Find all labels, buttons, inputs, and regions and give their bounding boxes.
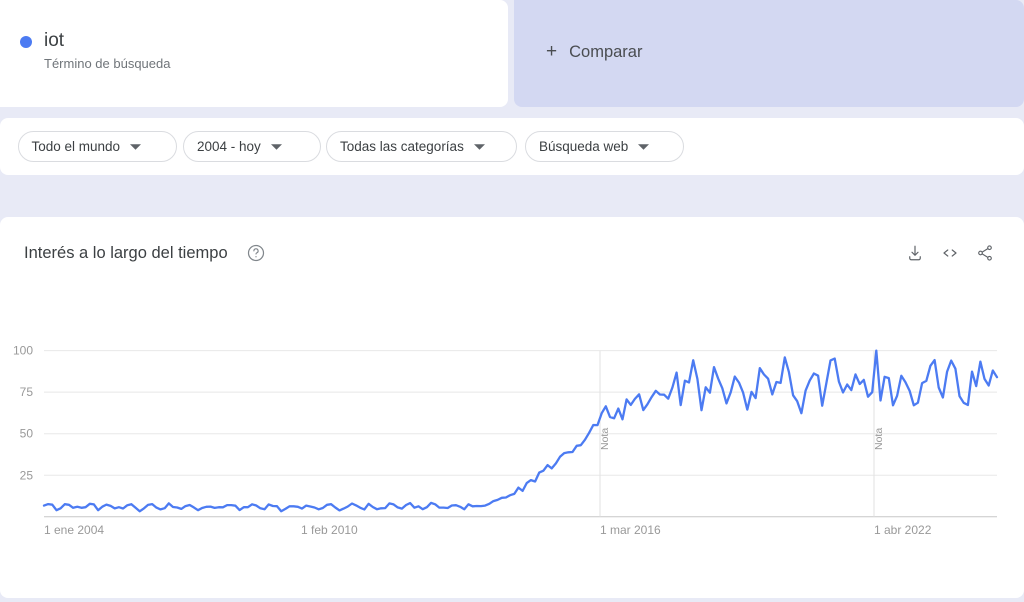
svg-text:75: 75 — [20, 385, 34, 399]
svg-text:Nota: Nota — [599, 428, 611, 450]
svg-text:1 ene 2004: 1 ene 2004 — [44, 523, 104, 537]
svg-text:25: 25 — [20, 468, 34, 482]
svg-text:1 feb 2010: 1 feb 2010 — [301, 523, 358, 537]
svg-text:100: 100 — [13, 344, 33, 358]
svg-text:1 abr 2022: 1 abr 2022 — [874, 523, 932, 537]
svg-text:Nota: Nota — [873, 428, 885, 450]
svg-text:50: 50 — [20, 427, 34, 441]
svg-text:1 mar 2016: 1 mar 2016 — [600, 523, 661, 537]
